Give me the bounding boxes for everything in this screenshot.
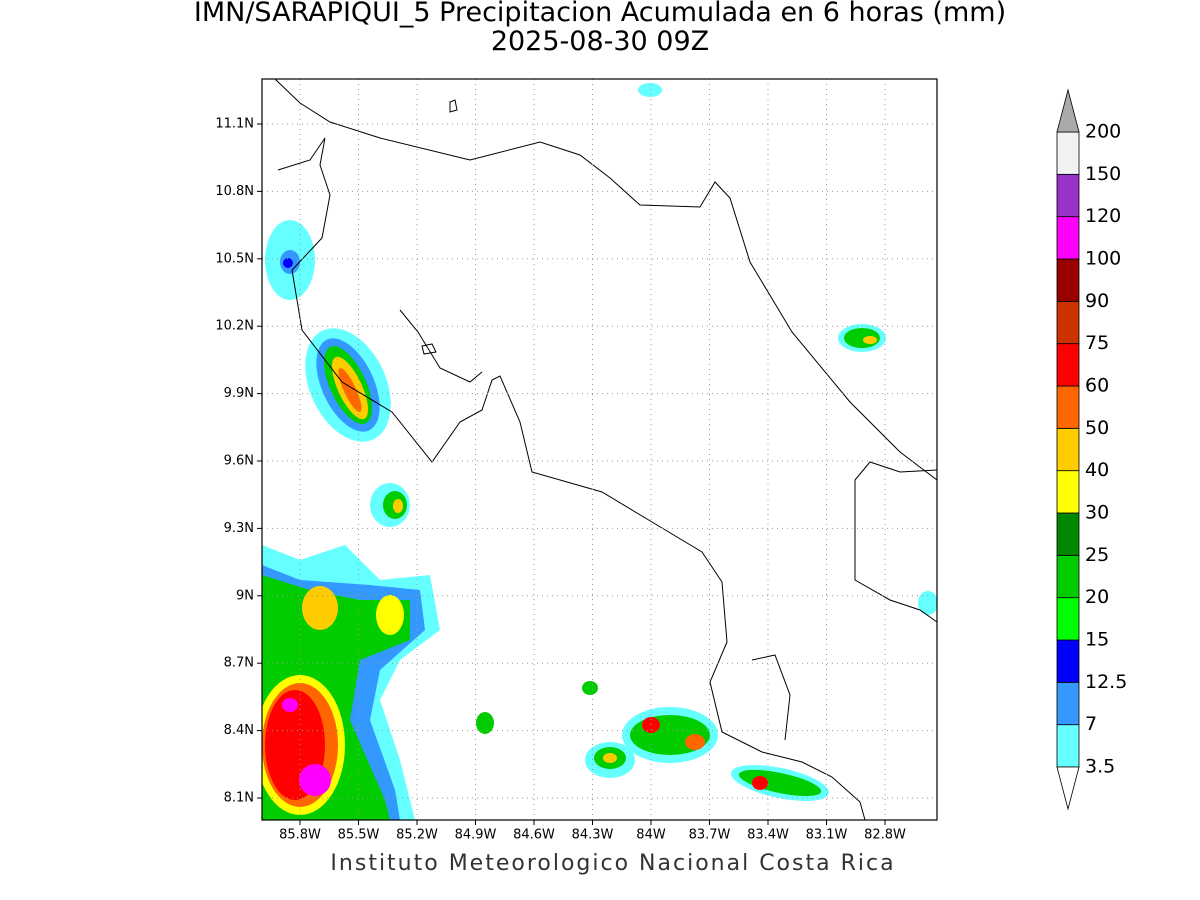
colorbar-label: 20 (1085, 586, 1109, 608)
colorbar-box (1056, 173, 1080, 218)
lon-label: 85.5W (338, 828, 380, 843)
colorbar-label: 120 (1085, 205, 1121, 227)
lat-label: 9N (236, 588, 254, 603)
colorbar-label: 90 (1085, 290, 1109, 312)
colorbar-label: 30 (1085, 502, 1109, 524)
colorbar-label: 100 (1085, 248, 1121, 270)
colorbar-box (1056, 258, 1080, 302)
lon-label: 83.7W (689, 828, 731, 843)
lat-label: 9.6N (224, 454, 254, 469)
colorbar-under (1056, 766, 1080, 811)
lon-label: 83.1W (806, 828, 848, 843)
precipitation-field (262, 83, 937, 820)
colorbar-box (1056, 300, 1080, 345)
lat-label: 8.1N (224, 791, 254, 806)
colorbar-label: 12.5 (1085, 671, 1127, 693)
colorbar-label: 50 (1085, 417, 1109, 439)
lat-label: 8.7N (224, 656, 254, 671)
footer: Instituto Meteorologico Nacional Costa R… (330, 851, 895, 876)
colorbar-box (1056, 343, 1080, 387)
colorbar-box (1056, 639, 1080, 683)
colorbar-box (1056, 681, 1080, 726)
colorbar-box (1056, 724, 1080, 768)
lat-label: 10.5N (215, 251, 254, 266)
lat-label: 9.9N (224, 386, 254, 401)
lon-label: 85.8W (279, 828, 321, 843)
colorbar-label: 3.5 (1085, 756, 1115, 778)
colorbar-label: 60 (1085, 375, 1109, 397)
colorbar-label: 40 (1085, 459, 1109, 481)
lon-label: 82.8W (864, 828, 906, 843)
lon-label: 84.3W (572, 828, 614, 843)
lon-label: 84.9W (455, 828, 497, 843)
title: IMN/SARAPIQUI_5 Precipitacion Acumulada … (194, 0, 1006, 28)
colorbar-over (1056, 88, 1080, 133)
colorbar-box (1056, 385, 1080, 429)
colorbar: 3.5 7 12.5 15 20 25 30 40 50 60 75 90 100 120 150 200 (1056, 88, 1127, 811)
colorbar-box (1056, 216, 1080, 260)
colorbar-box (1056, 131, 1080, 175)
subtitle: 2025-08-30 09Z (491, 26, 709, 57)
lat-label: 8.4N (224, 723, 254, 738)
colorbar-box (1056, 427, 1080, 472)
colorbar-label: 25 (1085, 544, 1109, 566)
lat-label: 11.1N (215, 117, 254, 132)
colorbar-box (1056, 597, 1080, 641)
colorbar-label: 75 (1085, 332, 1109, 354)
lon-label: 83.4W (747, 828, 789, 843)
colorbar-box (1056, 554, 1080, 599)
colorbar-label: 15 (1085, 629, 1109, 651)
map-frame (261, 78, 938, 821)
colorbar-label: 200 (1085, 121, 1121, 143)
colorbar-label: 7 (1085, 713, 1097, 735)
colorbar-box (1056, 512, 1080, 556)
colorbar-box (1056, 470, 1080, 514)
colorbar-label: 150 (1085, 163, 1121, 185)
lon-label: 85.2W (396, 828, 438, 843)
coastlines (274, 78, 938, 821)
lat-label: 10.2N (215, 319, 254, 334)
lat-label: 10.8N (215, 184, 254, 199)
lat-label: 9.3N (224, 521, 254, 536)
grid: 11.1N 10.8N 10.5N 10.2N 9.9N 9.6N 9.3N 9N 8.7N 8.… (215, 79, 937, 843)
lon-label: 84.6W (513, 828, 555, 843)
lon-label: 84W (636, 828, 666, 843)
